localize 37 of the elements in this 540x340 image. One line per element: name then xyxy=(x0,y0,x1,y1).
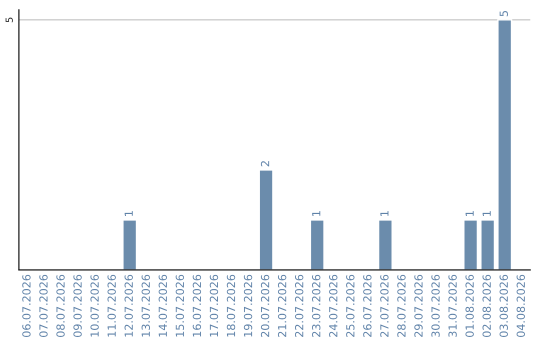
x-tick-label: 13.07.2026 xyxy=(142,274,150,337)
x-tick-label: 21.07.2026 xyxy=(278,274,286,337)
x-tick-label: 19.07.2026 xyxy=(244,274,252,337)
x-tick-label: 01.08.2026 xyxy=(465,274,474,338)
x-tick-label: 28.07.2026 xyxy=(397,274,406,337)
x-tick-label: 02.08.2026 xyxy=(482,274,491,338)
data-label: 1 xyxy=(312,211,320,216)
x-tick-label: 25.07.2026 xyxy=(346,274,355,337)
x-tick-label: 18.07.2026 xyxy=(226,274,236,337)
x-tick-label: 29.07.2026 xyxy=(414,274,423,337)
x-tick-label: 15.07.2026 xyxy=(176,274,184,337)
x-tick-label: 08.07.2026 xyxy=(56,274,65,338)
x-tick-label: 26.07.2026 xyxy=(363,274,372,337)
x-tick-label: 09.07.2026 xyxy=(73,274,82,338)
data-label: 2 xyxy=(260,161,270,166)
x-tick-label: 11.07.2026 xyxy=(107,274,116,337)
data-label: 1 xyxy=(482,211,491,216)
x-tick-label: 07.07.2026 xyxy=(39,274,48,338)
data-label: 1 xyxy=(466,211,474,216)
x-tick-label: 06.07.2026 xyxy=(22,274,31,338)
x-tick-label: 23.07.2026 xyxy=(312,274,320,337)
x-tick-label: 16.07.2026 xyxy=(192,274,202,337)
data-label: 5 xyxy=(500,10,508,16)
data-label: 1 xyxy=(380,211,388,216)
x-tick-label: 04.08.2026 xyxy=(516,274,525,338)
x-tick-label: 27.07.2026 xyxy=(380,274,389,337)
x-tick-label: 10.07.2026 xyxy=(90,274,99,337)
x-tick-label: 17.07.2026 xyxy=(210,274,218,337)
data-label: 1 xyxy=(124,211,133,216)
x-tick-label: 22.07.2026 xyxy=(294,274,304,337)
x-tick-label: 30.07.2026 xyxy=(431,274,440,337)
x-tick-label: 12.07.2026 xyxy=(124,274,133,337)
x-tick-label: 03.08.2026 xyxy=(500,274,508,338)
x-tick-label: 24.07.2026 xyxy=(329,274,338,337)
x-tick-label: 31.07.2026 xyxy=(448,274,457,337)
x-tick-label: 14.07.2026 xyxy=(158,274,168,337)
x-tick-label: 20.07.2026 xyxy=(260,274,270,337)
